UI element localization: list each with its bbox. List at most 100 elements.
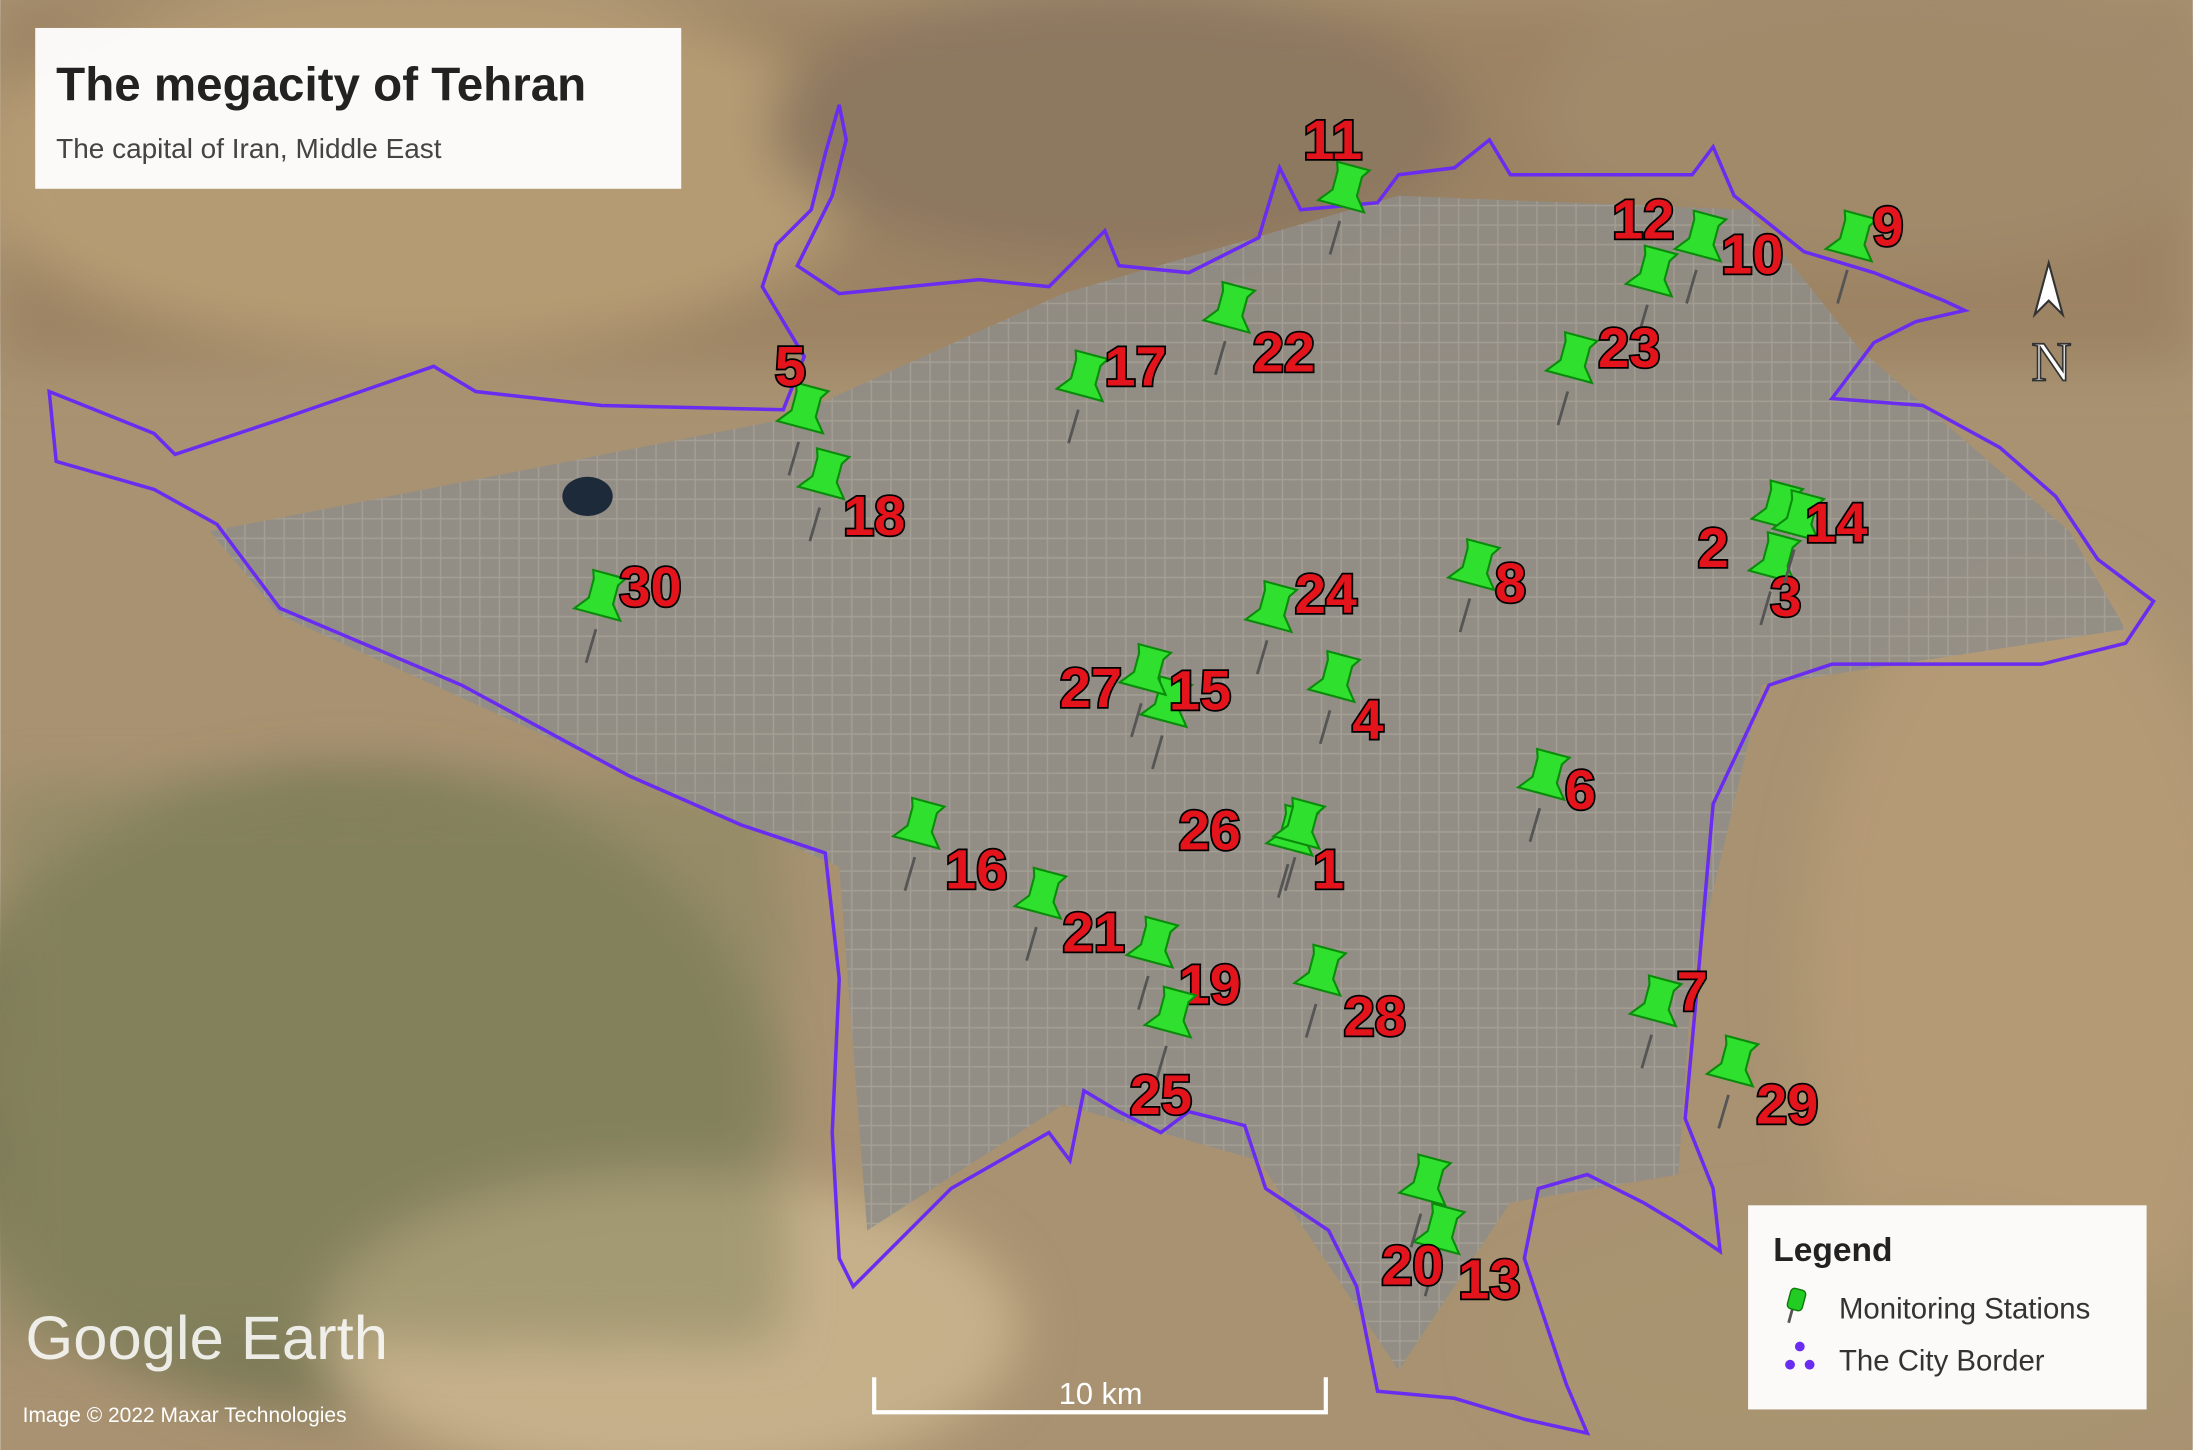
station-pin: [1117, 642, 1174, 738]
pin-needle: [1283, 856, 1297, 892]
legend-pin-icon: [1786, 1287, 1807, 1324]
station-pin: [795, 446, 852, 542]
pin-needle: [584, 628, 598, 664]
station-label: 20: [1381, 1233, 1443, 1296]
station-label: 18: [843, 484, 905, 547]
station-pin: [1012, 866, 1069, 961]
station-label: 22: [1253, 320, 1315, 383]
pin-needle: [1304, 1003, 1318, 1038]
pin-head: [1292, 943, 1348, 997]
station-label: 9: [1872, 194, 1903, 257]
station-pin: [1623, 244, 1680, 339]
station-label: 15: [1169, 659, 1231, 722]
pin-head: [1142, 985, 1199, 1039]
station-label: 25: [1130, 1063, 1192, 1126]
station-label: 19: [1179, 952, 1241, 1015]
city-border: [47, 104, 2156, 1436]
station-label: 23: [1598, 316, 1660, 379]
station-label: 30: [619, 555, 681, 618]
station-label: 2: [1698, 516, 1729, 579]
station-pin: [1396, 1153, 1453, 1248]
station-label: 10: [1721, 222, 1783, 285]
station-label: 4: [1352, 688, 1383, 751]
legend-item: The City Border: [1839, 1344, 2045, 1377]
station-label: 11: [1303, 108, 1362, 171]
pin-head: [571, 568, 628, 623]
station-label: 17: [1105, 334, 1167, 397]
pin-head: [1672, 209, 1729, 263]
pin-head: [1012, 866, 1069, 921]
credit: Image © 2022 Maxar Technologies: [23, 1404, 347, 1427]
pin-head: [1445, 537, 1502, 592]
pin-needle: [1458, 598, 1472, 633]
pin-needle: [1783, 549, 1796, 584]
station-label: 5: [775, 334, 806, 397]
pin-head: [1201, 280, 1258, 335]
north-arrow: N: [2030, 258, 2073, 394]
station-label: 26: [1179, 799, 1241, 862]
station-label: 28: [1344, 985, 1406, 1048]
pin-needle: [1137, 975, 1150, 1010]
station-pin: [890, 796, 947, 892]
legend-title: Legend: [1773, 1232, 1892, 1269]
station-label: 7: [1677, 959, 1708, 1022]
pin-head: [1543, 330, 1600, 385]
pin-needle: [1640, 1034, 1653, 1069]
pin-needle: [1636, 304, 1649, 339]
pin-head: [1396, 1153, 1453, 1207]
legend: Legend Monitoring Stations The City Bord…: [1748, 1205, 2147, 1410]
pin-needle: [1423, 1262, 1437, 1297]
station-pin: [1515, 747, 1572, 843]
pin-head: [1623, 244, 1680, 298]
station-pin: [1292, 943, 1348, 1038]
pin-head: [1770, 488, 1827, 543]
station-pin: [1054, 349, 1111, 444]
pin-head: [795, 446, 852, 501]
pin-needle: [787, 441, 801, 476]
pin-needle: [903, 856, 917, 892]
pin-needle: [1717, 1094, 1730, 1129]
station-pin: [1271, 796, 1327, 892]
pin-head: [890, 796, 947, 851]
pin-needle: [1409, 1213, 1423, 1248]
station-pin: [1627, 974, 1684, 1069]
station-label: 14: [1805, 491, 1867, 554]
station-label: 6: [1565, 758, 1596, 821]
station-pin: [1770, 488, 1827, 584]
scale-bar: 10 km: [872, 1376, 1328, 1415]
station-label: 27: [1060, 656, 1122, 719]
pin-head: [1124, 915, 1181, 969]
pin-head: [1704, 1034, 1761, 1088]
station-pin: [1410, 1202, 1467, 1297]
pin-needle: [1276, 863, 1290, 899]
pin-head: [1515, 747, 1572, 802]
station-label: 1: [1313, 838, 1344, 901]
pin-needle: [1836, 269, 1849, 304]
pin-needle: [1214, 340, 1227, 376]
station-pin: [571, 568, 628, 664]
station-label: 8: [1495, 551, 1526, 614]
pin-head: [1117, 642, 1174, 697]
compass-label: N: [2031, 331, 2071, 393]
station-pin: [1445, 537, 1502, 633]
legend-item: Monitoring Stations: [1839, 1293, 2090, 1326]
pin-head: [1054, 349, 1111, 403]
pin-needle: [1155, 1045, 1168, 1080]
station-pin: [774, 381, 831, 476]
station-label: 12: [1612, 188, 1674, 251]
pin-needle: [1130, 702, 1143, 738]
station-pin: [1142, 985, 1199, 1080]
pin-needle: [1528, 807, 1542, 843]
station-label: 29: [1756, 1073, 1818, 1136]
map-subtitle: The capital of Iran, Middle East: [56, 133, 442, 164]
legend-box: [1748, 1205, 2147, 1410]
station-label: 16: [945, 838, 1007, 901]
pin-head: [1627, 974, 1684, 1028]
station-label: 13: [1458, 1247, 1520, 1310]
station-pin: [1672, 209, 1729, 304]
lake: [562, 476, 613, 516]
